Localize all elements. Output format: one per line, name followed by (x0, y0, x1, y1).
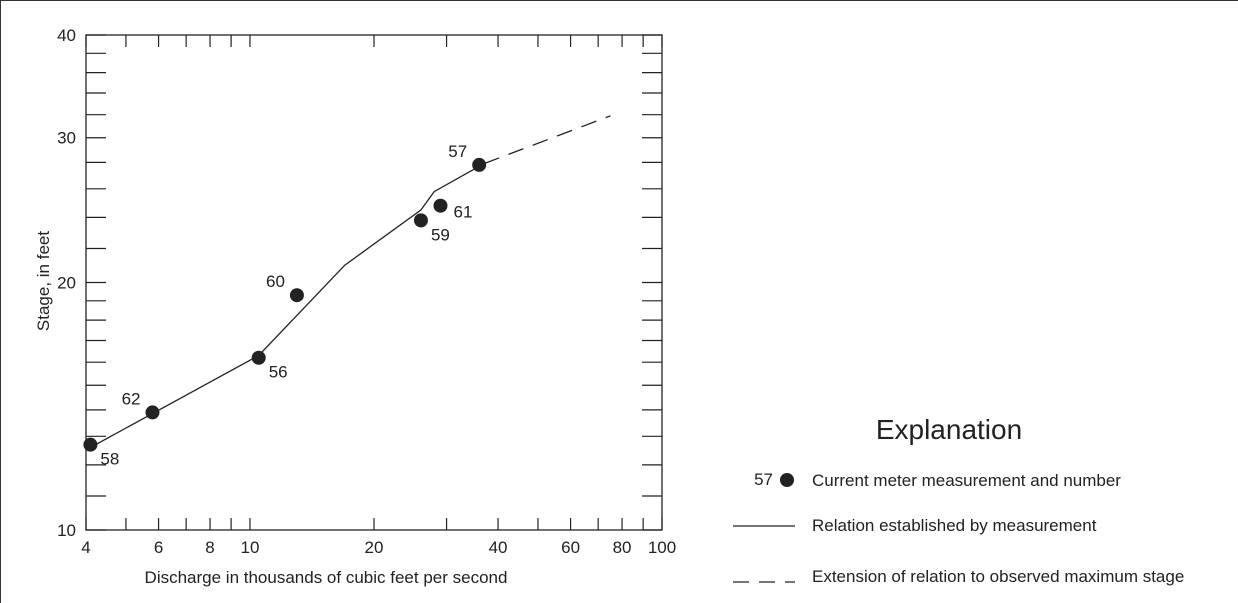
legend-entry-point: Current meter measurement and number (812, 471, 1121, 490)
x-tick-label: 20 (365, 538, 384, 557)
legend-marker-number: 57 (754, 470, 773, 489)
measurement-point (413, 213, 428, 228)
measurement-number-label: 56 (269, 363, 288, 382)
y-axis-title: Stage, in feet (34, 231, 53, 331)
measurement-point (251, 350, 266, 365)
x-tick-label: 6 (154, 538, 163, 557)
x-ticks (85, 35, 663, 530)
y-tick-label: 10 (57, 521, 76, 540)
x-tick-label: 100 (648, 538, 676, 557)
x-tick-label: 40 (489, 538, 508, 557)
y-tick-labels: 10 20 30 40 (57, 26, 76, 540)
y-tick-label: 20 (57, 274, 76, 293)
y-tick-label: 30 (57, 129, 76, 148)
x-tick-label: 8 (205, 538, 214, 557)
x-tick-label: 10 (241, 538, 260, 557)
legend-entry-dashed: Extension of relation to observed maximu… (812, 567, 1184, 586)
measurement-point (289, 288, 304, 303)
y-ticks (86, 34, 662, 531)
measurement-number-label: 61 (453, 203, 472, 222)
x-tick-label: 4 (81, 538, 90, 557)
plot-border (85, 34, 663, 531)
measurement-number-label: 59 (431, 225, 450, 244)
x-tick-label: 60 (561, 538, 580, 557)
legend-entry-solid: Relation established by measurement (812, 516, 1097, 535)
measurement-point (83, 437, 98, 452)
legend-point-symbol (780, 473, 794, 487)
legend: Explanation 57 Current meter measurement… (733, 414, 1184, 586)
measurement-point (433, 198, 448, 213)
measurement-point (145, 405, 160, 420)
x-tick-labels: 4 6 8 10 20 40 60 80 100 (81, 538, 676, 557)
measurement-number-label: 60 (266, 272, 285, 291)
extended-relation-line (483, 115, 611, 165)
established-relation-line (90, 163, 485, 449)
y-tick-label: 40 (57, 26, 76, 45)
legend-title: Explanation (876, 414, 1022, 445)
x-tick-label: 80 (613, 538, 632, 557)
measurement-number-label: 58 (100, 450, 119, 469)
measurement-point (472, 157, 487, 172)
measurement-number-label: 62 (122, 389, 141, 408)
x-axis-title: Discharge in thousands of cubic feet per… (145, 568, 508, 587)
measurement-number-label: 57 (448, 142, 467, 161)
